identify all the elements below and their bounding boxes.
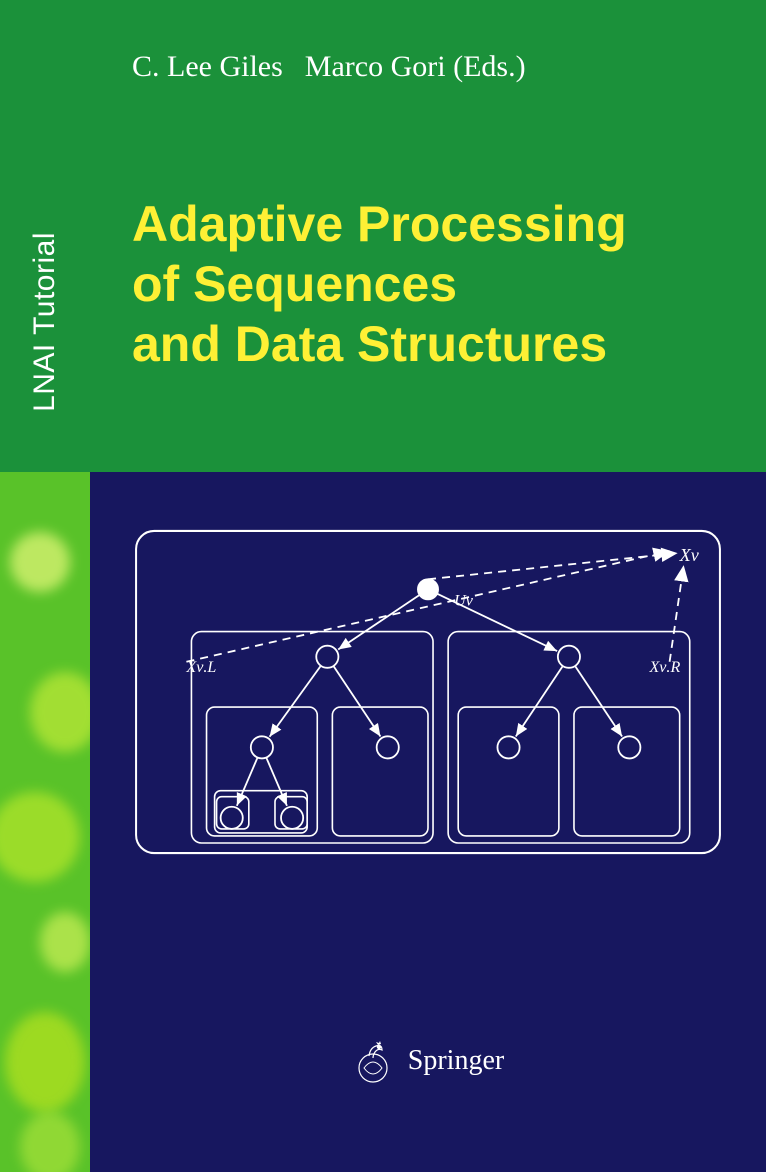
cover-header: C. Lee Giles Marco Gori (Eds.) Adaptive P… xyxy=(90,0,766,472)
spine-bottom-texture xyxy=(0,472,90,1172)
editors-line: C. Lee Giles Marco Gori (Eds.) xyxy=(132,50,726,84)
svg-text:Uν: Uν xyxy=(454,592,474,609)
series-label: LNAI Tutorial xyxy=(28,232,62,412)
svg-text:Xν.R: Xν.R xyxy=(648,659,680,676)
spine-top: LNAI Tutorial xyxy=(0,0,90,472)
tree-diagram: ν Uν Xν Xν.L Xν.R xyxy=(126,512,730,872)
springer-logo-icon xyxy=(352,1038,394,1084)
publisher-block: Springer xyxy=(126,1038,730,1084)
editors-suffix: (Eds.) xyxy=(453,50,525,83)
editor-2: Marco Gori xyxy=(305,50,446,83)
book-cover: LNAI Tutorial C. Lee Giles Marco Gori (Ed… xyxy=(0,0,766,1172)
publisher-name: Springer xyxy=(408,1045,504,1077)
title-line-2: of Sequences xyxy=(132,254,726,314)
svg-text:Xν.L: Xν.L xyxy=(185,659,216,676)
svg-text:Xν: Xν xyxy=(679,545,700,565)
svg-text:ν: ν xyxy=(426,580,434,597)
title-line-3: and Data Structures xyxy=(132,314,726,374)
editor-1: C. Lee Giles xyxy=(132,50,283,83)
book-title: Adaptive Processing of Sequences and Dat… xyxy=(132,194,726,374)
cover-main: ν Uν Xν Xν.L Xν.R Springer xyxy=(90,472,766,1172)
title-line-1: Adaptive Processing xyxy=(132,194,726,254)
